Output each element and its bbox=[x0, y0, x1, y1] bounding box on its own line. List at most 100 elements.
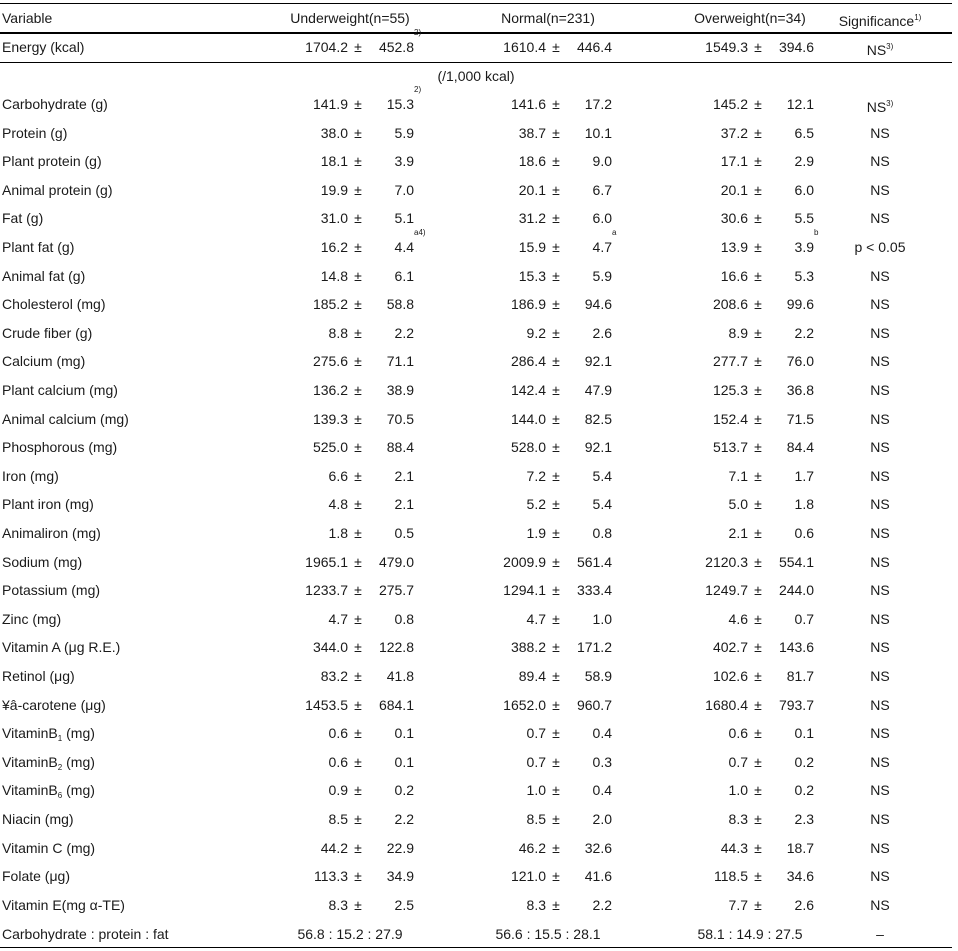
sd-value: 0.8 bbox=[592, 525, 612, 541]
pm-sign: ± bbox=[552, 39, 560, 55]
sd: 17.2 bbox=[566, 90, 612, 119]
header-significance: Significance1) bbox=[820, 4, 940, 36]
sd-value: 684.1 bbox=[378, 696, 414, 713]
label-text: Vitamin E(mg α-TE) bbox=[2, 896, 125, 913]
sd: 0.2 bbox=[368, 776, 414, 805]
sd: 5.3 bbox=[768, 262, 814, 291]
sd: 34.6 bbox=[768, 862, 814, 891]
label-text: Plant fat (g) bbox=[2, 239, 75, 255]
pm-sign: ± bbox=[552, 210, 560, 227]
pm-sign: ± bbox=[754, 353, 762, 370]
ratio-significance: – bbox=[876, 926, 884, 942]
pm-sign: ± bbox=[552, 496, 560, 513]
significance-cell: NS bbox=[820, 376, 940, 405]
pm-sign: ± bbox=[354, 839, 362, 856]
pm-sign: ± bbox=[754, 582, 762, 599]
significance-cell: NS bbox=[820, 805, 940, 834]
mean: 8.3 bbox=[526, 896, 546, 913]
sd: 479.0 bbox=[368, 548, 414, 577]
label-subscript: 2 bbox=[57, 762, 63, 772]
normal-cell: 15.9 ±4.7 a bbox=[448, 228, 648, 262]
sd: 5.9 bbox=[566, 262, 612, 291]
sd-value: 0.8 bbox=[394, 610, 414, 627]
underweight-cell: 0.9 ±0.2 bbox=[250, 776, 450, 805]
sig-value: NS bbox=[870, 525, 890, 541]
sig-value: NS bbox=[870, 582, 890, 599]
sd-value: 2.6 bbox=[794, 896, 814, 913]
sd: 0.3 bbox=[566, 748, 612, 777]
sd: 2.9 bbox=[768, 147, 814, 176]
energy-rule bbox=[0, 62, 952, 63]
mean: 16.6 bbox=[720, 267, 748, 284]
mean: 145.2 bbox=[712, 96, 748, 112]
sd: 6.0 bbox=[768, 176, 814, 205]
mean: 1233.7 bbox=[305, 582, 348, 599]
significance-cell: NS bbox=[820, 519, 940, 548]
normal-cell: 0.7 ±0.4 bbox=[448, 719, 648, 748]
mean: 185.2 bbox=[312, 296, 348, 313]
significance-label: Significance bbox=[838, 13, 915, 29]
pm-sign: ± bbox=[754, 496, 762, 513]
per-unit-caption: (/1,000 kcal) bbox=[437, 68, 515, 84]
sd-value: 122.8 bbox=[378, 639, 414, 656]
sd: 3.9 bbox=[368, 147, 414, 176]
sd-value: 3.9 bbox=[394, 153, 414, 170]
pm-sign: ± bbox=[552, 896, 560, 913]
mean: 19.9 bbox=[320, 181, 348, 198]
mean: 16.2 bbox=[320, 239, 348, 255]
mean: 286.4 bbox=[510, 353, 546, 370]
sd: 81.7 bbox=[768, 662, 814, 691]
significance-cell: NS bbox=[820, 176, 940, 205]
sd-value: 5.5 bbox=[794, 210, 814, 227]
normal-cell: 1.0 ±0.4 bbox=[448, 776, 648, 805]
ratio-underweight: 56.8 : 15.2 : 27.9 bbox=[297, 926, 403, 942]
variable-label: Animal protein (g) bbox=[2, 176, 113, 205]
sd: 0.2 bbox=[768, 776, 814, 805]
mean: 402.7 bbox=[712, 639, 748, 656]
normal-cell: 1294.1 ±333.4 bbox=[448, 576, 648, 605]
mean: 8.5 bbox=[526, 811, 546, 827]
mean: 118.5 bbox=[714, 868, 748, 885]
sd-value: 394.6 bbox=[778, 39, 814, 55]
header-overweight: Overweight(n=34) bbox=[694, 10, 806, 26]
sd-value: 0.3 bbox=[592, 753, 612, 770]
normal-cell: 142.4 ±47.9 bbox=[448, 376, 648, 405]
sd-value: 0.1 bbox=[794, 725, 814, 742]
pm-sign: ± bbox=[754, 181, 762, 198]
pm-sign: ± bbox=[354, 410, 362, 427]
pm-sign: ± bbox=[552, 639, 560, 656]
sd: 58.8 bbox=[368, 290, 414, 319]
sd: 2.0 bbox=[566, 805, 612, 834]
sd-value: 10.1 bbox=[584, 124, 612, 141]
sd: 41.6 bbox=[566, 862, 612, 891]
significance-cell: NS bbox=[820, 576, 940, 605]
overweight-cell: 277.7 ±76.0 bbox=[650, 347, 850, 376]
sd: 143.6 bbox=[768, 633, 814, 662]
variable-label: Cholesterol (mg) bbox=[2, 290, 105, 319]
sig-value: NS bbox=[870, 439, 890, 456]
sd: 32.6 bbox=[566, 834, 612, 863]
pm-sign: ± bbox=[754, 553, 762, 570]
sd-value: 6.7 bbox=[592, 181, 612, 198]
pm-sign: ± bbox=[354, 153, 362, 170]
sd-value: 2.5 bbox=[394, 896, 414, 913]
mean: 0.7 bbox=[526, 753, 546, 770]
mean: 1965.1 bbox=[305, 553, 348, 570]
normal-cell: 0.7 ±0.3 bbox=[448, 748, 648, 777]
sig-value: NS bbox=[870, 153, 890, 170]
table-row: ¥â-carotene (μg) 1453.5 ±684.1 1652.0 ±960.7… bbox=[0, 691, 952, 720]
mean: 2.1 bbox=[728, 525, 748, 541]
underweight-cell: 14.8 ±6.1 bbox=[250, 262, 450, 291]
sd-value: 1.8 bbox=[794, 496, 814, 513]
pm-sign: ± bbox=[754, 439, 762, 456]
label-text: VitaminB bbox=[2, 753, 58, 770]
pm-sign: ± bbox=[552, 811, 560, 827]
label-text: Calcium (mg) bbox=[2, 353, 86, 370]
underweight-cell: 8.8 ±2.2 bbox=[250, 319, 450, 348]
mean: 1680.4 bbox=[705, 696, 748, 713]
sd-value: 15.3 bbox=[386, 96, 414, 112]
significance-footnote: 1) bbox=[914, 13, 922, 22]
overweight-cell: 7.1 ±1.7 bbox=[650, 462, 850, 491]
mean: 4.7 bbox=[328, 610, 348, 627]
